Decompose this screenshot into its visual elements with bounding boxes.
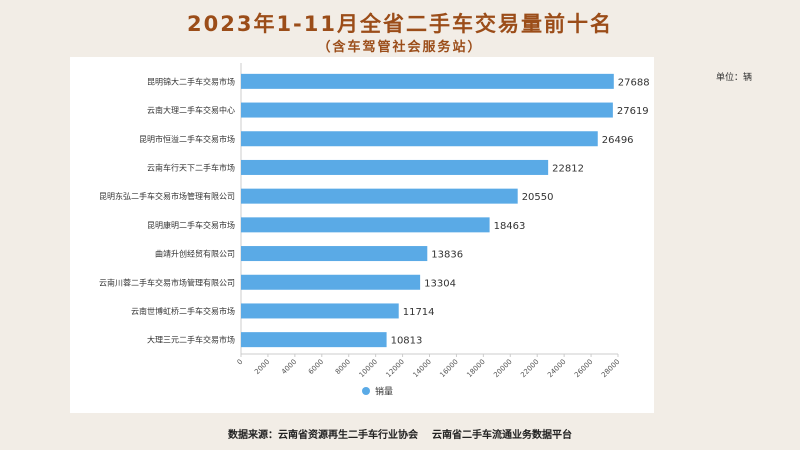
x-tick-label: 16000 [438,358,459,379]
data-label: 11714 [403,307,435,318]
category-label: 昆明东弘二手车交易市场管理有限公司 [99,191,235,201]
bar [241,217,490,233]
category-label: 云南川蓉二手车交易市场管理有限公司 [99,277,235,287]
bar-chart: 昆明锦大二手车交易市场 27688 云南大理二手车交易中心 27619 昆明市恒溢二手车… [99,63,650,398]
bar [241,332,387,348]
bar [241,159,549,175]
chart-subtitle: （含车驾管社会服务站） [317,40,483,55]
bar [241,274,421,290]
data-label: 10813 [391,336,423,347]
category-label: 昆明锦大二手车交易市场 [147,76,235,86]
unit-label: 单位：辆 [716,73,753,83]
data-label: 26496 [602,135,634,146]
x-tick-label: 22000 [519,358,540,379]
x-tick-label: 0 [236,358,245,367]
data-source-label-2: 云南省二手车流通业务数据平台 [432,430,572,441]
x-tick-label: 8000 [334,358,352,376]
x-tick-label: 4000 [280,358,298,376]
bar [241,188,518,204]
data-label: 27688 [618,77,650,88]
x-tick-label: 6000 [307,358,325,376]
category-label: 昆明康明二手车交易市场 [147,220,235,230]
data-label: 22812 [552,163,584,174]
data-label: 13836 [431,250,463,261]
category-label: 云南世博虹桥二手车交易市场 [131,306,235,316]
bar [241,102,613,118]
x-tick-label: 26000 [573,358,594,379]
data-label: 18463 [494,221,526,232]
data-label: 13304 [424,278,456,289]
data-label: 20550 [522,192,554,203]
legend-label: 销量 [375,386,393,398]
legend-marker [362,387,370,395]
chart-panel: 昆明锦大二手车交易市场 27688 云南大理二手车交易中心 27619 昆明市恒溢二手车… [70,57,654,413]
data-source: 数据来源：云南省资源再生二手车行业协会 云南省二手车流通业务数据平台 [0,426,800,441]
category-label: 云南车行天下二手车市场 [147,162,235,172]
category-label: 云南大理二手车交易中心 [147,105,235,115]
category-label: 大理三元二手车交易市场 [147,335,235,345]
x-tick-label: 24000 [546,358,567,379]
x-tick-label: 10000 [358,358,379,379]
bar [241,303,399,319]
data-source-label: 数据来源：云南省资源再生二手车行业协会 [228,430,418,441]
bar [241,246,428,262]
data-label: 27619 [617,106,649,117]
x-tick-label: 14000 [412,358,433,379]
x-tick-label: 2000 [253,358,271,376]
x-tick-label: 18000 [465,358,486,379]
x-tick-label: 28000 [600,358,621,379]
bar [241,73,614,89]
x-tick-label: 12000 [385,358,406,379]
x-tick-label: 20000 [492,358,513,379]
chart-title: 2023年1-11月全省二手车交易量前十名 [187,12,613,36]
bar [241,131,598,147]
category-label: 昆明市恒溢二手车交易市场 [139,134,235,144]
category-label: 曲靖升创经贸有限公司 [155,249,235,259]
